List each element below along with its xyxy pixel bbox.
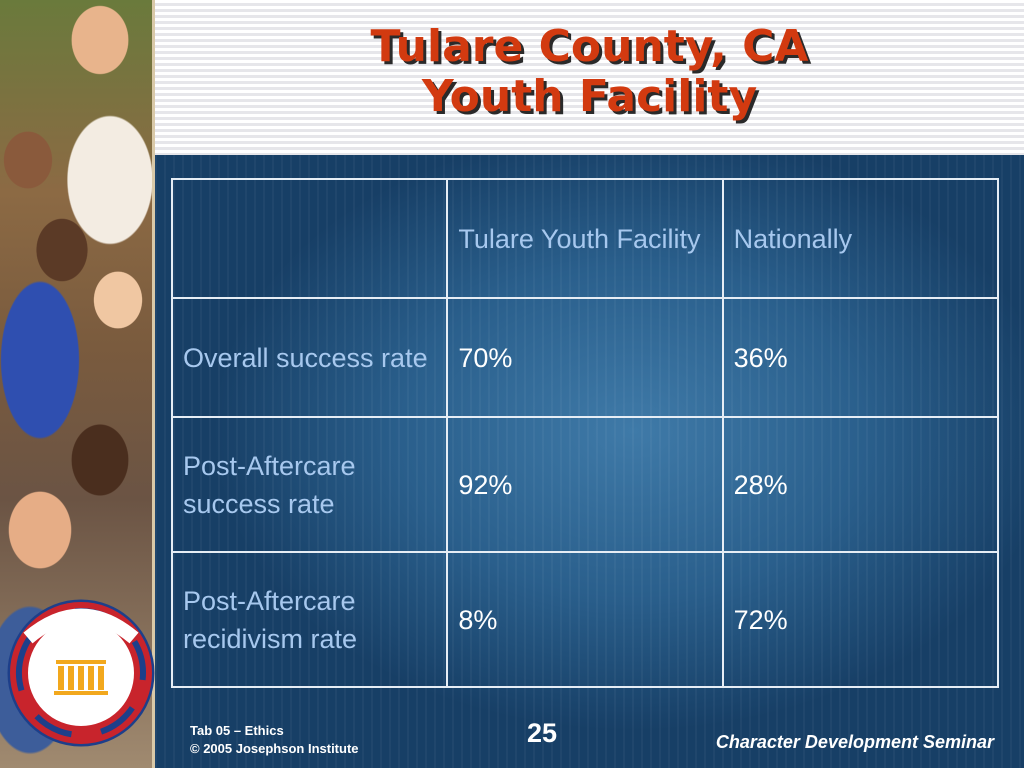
header-cell-empty: [170, 178, 449, 299]
table-row: Post-Aftercare recidivism rate 8% 72%: [170, 551, 1000, 688]
slide-title: Tulare County, CA Youth Facility: [155, 22, 1024, 122]
table-row: Post-Aftercare success rate 92% 28%: [170, 416, 1000, 553]
character-counts-logo: [7, 599, 155, 747]
tulare-value: 92%: [446, 416, 724, 553]
table-row: Overall success rate 70% 36%: [170, 297, 1000, 418]
header-cell-nationally: Nationally: [721, 178, 1000, 299]
national-value: 72%: [721, 551, 1000, 688]
footer-tab-label: Tab 05 – Ethics: [190, 723, 284, 738]
footer-left: Tab 05 – Ethics © 2005 Josephson Institu…: [190, 722, 359, 758]
national-value: 36%: [721, 297, 1000, 418]
header-band: [155, 0, 1024, 155]
row-label: Post-Aftercare success rate: [170, 416, 449, 553]
header-cell-tulare: Tulare Youth Facility: [446, 178, 724, 299]
table-header-row: Tulare Youth Facility Nationally: [170, 178, 1000, 299]
national-value: 28%: [721, 416, 1000, 553]
row-label: Post-Aftercare recidivism rate: [170, 551, 449, 688]
tulare-value: 8%: [446, 551, 724, 688]
tulare-value: 70%: [446, 297, 724, 418]
footer-seminar-title: Character Development Seminar: [715, 732, 994, 752]
comparison-table: Tulare Youth Facility Nationally Overall…: [170, 178, 1000, 688]
row-label: Overall success rate: [170, 297, 449, 418]
page-number: 25: [526, 718, 558, 748]
photo-divider: [152, 0, 156, 768]
title-line-2: Youth Facility: [421, 71, 758, 122]
footer-copyright: © 2005 Josephson Institute: [190, 741, 359, 756]
title-line-1: Tulare County, CA: [370, 21, 809, 72]
